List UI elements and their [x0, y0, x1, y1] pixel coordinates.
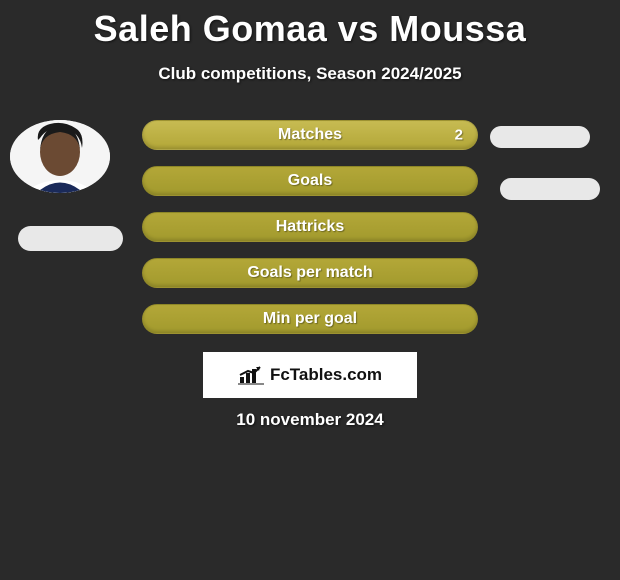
brand-text: FcTables.com: [270, 365, 382, 385]
stat-value-right: 2: [455, 127, 463, 144]
stat-bars: Matches 2 Goals Hattricks Goals per matc…: [142, 120, 478, 350]
stat-bar-matches: Matches 2: [142, 120, 478, 150]
subtitle: Club competitions, Season 2024/2025: [0, 64, 620, 84]
stat-bar-goals: Goals: [142, 166, 478, 196]
date-line: 10 november 2024: [0, 410, 620, 430]
brand-chart-icon: [238, 365, 264, 385]
stat-label: Goals per match: [247, 264, 372, 282]
stat-label: Hattricks: [276, 218, 344, 236]
decor-pill-right-2: [500, 178, 600, 200]
decor-pill-right-1: [490, 126, 590, 148]
avatar-icon: [10, 120, 110, 193]
stat-bar-goals-per-match: Goals per match: [142, 258, 478, 288]
decor-pill-left: [18, 226, 123, 251]
stat-label: Goals: [288, 172, 332, 190]
stat-bar-hattricks: Hattricks: [142, 212, 478, 242]
brand-box: FcTables.com: [203, 352, 417, 398]
stat-label: Matches: [278, 126, 342, 144]
stat-bar-min-per-goal: Min per goal: [142, 304, 478, 334]
stat-label: Min per goal: [263, 310, 357, 328]
player-left-avatar: [10, 120, 110, 193]
page-title: Saleh Gomaa vs Moussa: [0, 0, 620, 50]
